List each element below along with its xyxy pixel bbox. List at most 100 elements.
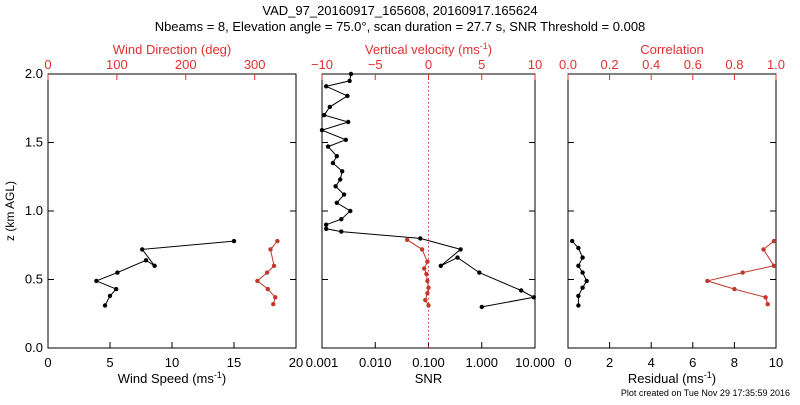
data-point-black (334, 200, 339, 205)
data-point-black (418, 236, 423, 241)
data-point-black (334, 154, 339, 159)
data-point-black (115, 270, 120, 275)
data-point-black (333, 184, 338, 189)
y-tick-label: 0.0 (25, 340, 43, 355)
data-point-red (425, 291, 430, 296)
data-point-black (324, 226, 329, 231)
data-point-black (343, 137, 348, 142)
plot-frame (47, 73, 297, 349)
data-point-black (479, 304, 484, 310)
data-point-black (107, 293, 113, 299)
y-tick-label: 1.0 (25, 203, 43, 218)
x-tick-label-bottom: 5 (106, 355, 113, 370)
data-point-black (319, 128, 325, 133)
x-tick-label-bottom: 0 (44, 355, 51, 370)
data-point-black (341, 192, 347, 197)
data-point-black (531, 295, 536, 300)
data-point-black (347, 78, 352, 84)
series-line-black (320, 73, 536, 308)
panel-wind: 0.0 0.5 1.0 1.5 2.0 z (km AGL) 0 5 10 15 20 Wind Sp… (3, 42, 303, 386)
data-point-black (231, 238, 237, 244)
x-tick-label-top: 5 (478, 57, 485, 72)
y-axis-label: z (km AGL) (3, 181, 17, 241)
data-point-red (426, 303, 431, 308)
x-tick-label-bottom: 0.010 (359, 355, 392, 370)
data-point-black (339, 229, 344, 234)
x-tick-label-bottom: 10.000 (515, 355, 555, 370)
data-point-black (570, 238, 575, 244)
data-point-black (576, 303, 581, 308)
data-point-black (140, 247, 145, 252)
data-point-red (732, 286, 737, 292)
data-point-red (271, 263, 277, 268)
data-point-black (152, 263, 157, 268)
panel-residual: 0 2 4 6 8 10 Residual (ms-1) 0.0 0.2 0.4 0.6 0.8 1.0… (559, 42, 785, 386)
data-point-red (265, 286, 270, 292)
x-tick-label-bottom: 0.100 (412, 355, 445, 370)
data-point-black (102, 303, 108, 308)
data-point-black (348, 71, 354, 77)
data-point-black (345, 93, 350, 99)
data-point-black (455, 255, 460, 260)
data-point-red (426, 285, 431, 290)
data-point-red (271, 302, 276, 307)
data-point-black (477, 270, 482, 275)
x-tick-label-top: 0.2 (601, 57, 619, 72)
x-tick-label-top: 0 (425, 57, 432, 72)
plot-frame (567, 73, 777, 349)
x-tick-label-bottom: 20 (289, 355, 303, 370)
x-tick-label-bottom: 10 (769, 355, 783, 370)
data-point-black (348, 208, 353, 214)
series-line-red (406, 239, 430, 306)
data-point-black (330, 160, 336, 166)
y-tick-label: 0.5 (25, 272, 43, 287)
panel-snr: 0.001 0.010 0.100 1.000 10.000 SNR −10 −5 0 5 10 Ve… (306, 41, 555, 386)
x-tick-label-bottom: 4 (648, 355, 655, 370)
x-tick-label-bottom: 10 (165, 355, 179, 370)
data-point-black (458, 247, 463, 252)
x-tick-label-top: 100 (106, 57, 128, 72)
figure-footer: Plot created on Tue Nov 29 17:35:59 2016 (621, 388, 790, 398)
data-point-red (424, 271, 429, 277)
data-point-black (324, 84, 329, 89)
x-tick-label-bottom: 15 (227, 355, 241, 370)
data-point-red (765, 302, 770, 307)
data-point-black (576, 245, 581, 251)
data-point-black (322, 112, 327, 118)
data-point-red (405, 237, 410, 242)
x-tick-label-top: 0.4 (642, 57, 660, 72)
x-tick-label-bottom: 0.001 (306, 355, 339, 370)
data-point-red (264, 270, 270, 275)
data-point-red (268, 247, 273, 252)
data-point-black (346, 119, 351, 125)
data-point-red (425, 259, 430, 264)
data-point-red (705, 278, 710, 284)
x-tick-label-bottom: 0 (564, 355, 571, 370)
data-point-black (580, 255, 585, 260)
data-point-red (275, 238, 280, 244)
figure-title-line1: VAD_97_20160917_165608, 20160917.165624 (262, 3, 537, 18)
y-tick-label: 2.0 (25, 66, 43, 81)
data-point-black (114, 286, 119, 292)
data-point-black (327, 104, 332, 110)
x-axis-label-top: Correlation (640, 42, 704, 57)
data-point-red (771, 238, 777, 244)
x-tick-label-top: −5 (368, 57, 383, 72)
x-tick-label-bottom: 8 (731, 355, 738, 370)
data-point-black (580, 285, 585, 290)
data-point-red (425, 278, 430, 284)
data-point-black (576, 263, 581, 268)
series-line-red (705, 240, 775, 305)
data-point-red (255, 278, 260, 284)
data-point-red (419, 247, 425, 252)
x-axis-label-top: Vertical velocity (ms-1) (365, 41, 492, 57)
x-axis-label-bottom: Residual (ms-1) (628, 370, 716, 386)
data-point-black (340, 169, 345, 174)
x-tick-label-top: 1.0 (767, 57, 785, 72)
data-point-red (771, 263, 777, 268)
data-point-red (763, 295, 768, 300)
x-tick-label-top: 10 (528, 57, 542, 72)
data-point-black (584, 278, 589, 284)
